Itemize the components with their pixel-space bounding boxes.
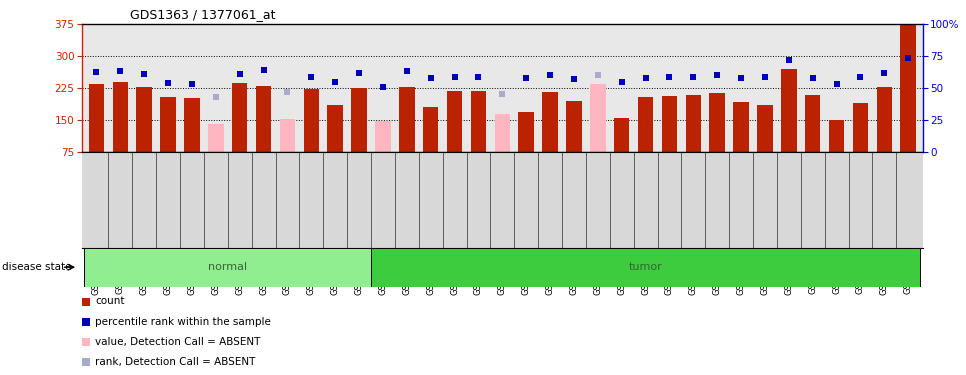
Bar <box>256 86 271 152</box>
Text: count: count <box>96 297 125 306</box>
Bar <box>232 82 247 152</box>
Bar <box>542 92 557 152</box>
Bar <box>519 111 534 152</box>
Bar <box>590 84 606 152</box>
Bar <box>638 97 653 152</box>
Bar <box>185 98 200 152</box>
Bar <box>352 88 367 152</box>
Bar <box>876 87 892 152</box>
Bar <box>733 102 749 152</box>
Bar <box>566 101 582 152</box>
Text: GDS1363 / 1377061_at: GDS1363 / 1377061_at <box>130 8 276 21</box>
Bar <box>113 82 128 152</box>
Text: disease state: disease state <box>2 262 71 272</box>
Text: percentile rank within the sample: percentile rank within the sample <box>96 317 271 327</box>
Bar <box>709 93 724 152</box>
Bar <box>327 105 343 152</box>
Bar <box>614 118 630 152</box>
Bar <box>399 87 414 152</box>
Bar <box>829 120 844 152</box>
Bar <box>853 103 868 152</box>
Text: tumor: tumor <box>629 262 663 272</box>
Bar <box>781 69 797 152</box>
Bar <box>757 105 773 152</box>
Bar <box>686 94 701 152</box>
Text: value, Detection Call = ABSENT: value, Detection Call = ABSENT <box>96 337 261 347</box>
Bar <box>208 124 223 152</box>
Bar <box>447 91 463 152</box>
Bar <box>495 114 510 152</box>
Bar <box>303 89 319 152</box>
Text: rank, Detection Call = ABSENT: rank, Detection Call = ABSENT <box>96 357 256 367</box>
Text: normal: normal <box>209 262 247 272</box>
Bar <box>280 119 296 152</box>
Bar <box>89 84 104 152</box>
Bar <box>423 107 439 152</box>
Bar <box>900 24 916 152</box>
Bar <box>136 87 152 152</box>
Bar <box>160 97 176 152</box>
Bar <box>375 121 390 152</box>
Bar <box>662 96 677 152</box>
Bar <box>470 91 486 152</box>
Bar <box>371 248 921 287</box>
Bar <box>805 94 820 152</box>
Bar <box>84 248 371 287</box>
